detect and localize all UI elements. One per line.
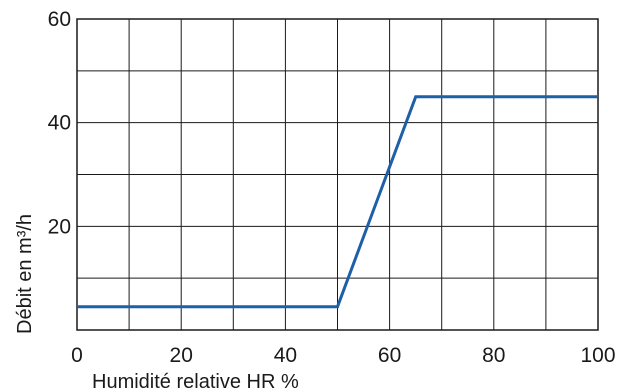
x-tick-label: 40 [274,344,297,367]
x-axis-label: Humidité relative HR % [92,371,299,392]
y-ticks: 20 40 60 [48,8,71,238]
y-tick-label: 40 [48,112,71,135]
series-line [77,95,598,309]
y-axis-label: Débit en m³/h [14,214,36,334]
x-tick-label: 100 [580,344,615,367]
x-tick-label: 80 [482,344,505,367]
plot-frame [76,18,599,331]
grid [77,19,598,330]
y-tick-label: 20 [48,215,71,238]
x-ticks: 0 20 40 60 80 100 [71,344,615,367]
x-tick-label: 0 [71,344,83,367]
y-tick-label: 60 [48,8,71,31]
x-tick-label: 60 [378,344,401,367]
x-tick-label: 20 [170,344,193,367]
